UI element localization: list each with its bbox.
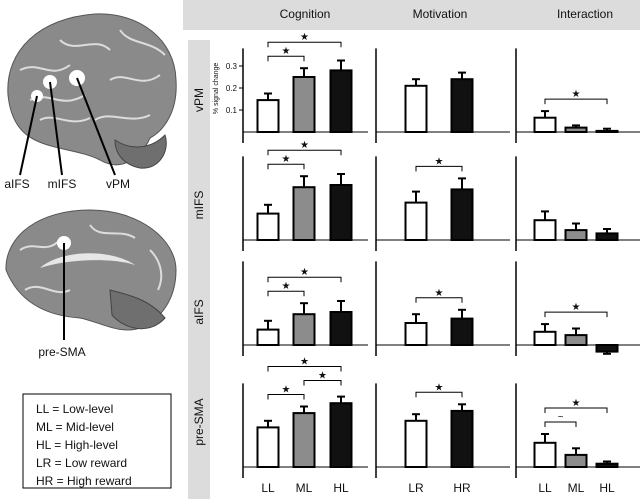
bar — [256, 328, 280, 347]
significance-label: ★ — [300, 267, 309, 278]
x-tick-label: ML — [568, 481, 585, 495]
bar — [595, 129, 619, 133]
significance-label: ★ — [300, 140, 309, 151]
x-tick-label: HR — [453, 481, 471, 495]
significance-label: ★ — [300, 32, 309, 43]
significance-bracket — [267, 149, 342, 156]
bar — [404, 201, 428, 242]
bar — [329, 311, 353, 346]
x-tick-label: ML — [296, 481, 313, 495]
legend-entry: ML = Mid-level — [36, 420, 114, 434]
bar — [450, 317, 474, 347]
significance-label: ~ — [558, 412, 564, 423]
significance-bracket — [267, 55, 305, 62]
y-tick-label: 0.3 — [226, 62, 238, 71]
significance-label: ★ — [435, 288, 444, 299]
legend-box — [22, 393, 172, 489]
header-strip — [183, 0, 640, 30]
significance-bracket — [544, 311, 608, 318]
bar — [292, 186, 316, 241]
brain-label: mIFS — [48, 177, 77, 191]
significance-label: ★ — [572, 398, 581, 409]
significance-bracket — [415, 297, 463, 303]
bar — [533, 219, 557, 241]
column-title: Motivation — [413, 7, 468, 21]
x-tick-label: HL — [333, 481, 349, 495]
brain-lateral — [7, 13, 177, 176]
brain-medial — [5, 209, 177, 340]
bar — [564, 126, 588, 133]
significance-bracket — [267, 366, 342, 372]
significance-bracket — [544, 421, 577, 427]
significance-label: ★ — [282, 154, 291, 165]
x-tick-label: LR — [408, 481, 424, 495]
x-tick-label: LL — [261, 481, 275, 495]
bar — [292, 412, 316, 469]
bar — [533, 330, 557, 346]
row-label: vPM — [192, 88, 206, 112]
x-tick-label: LL — [538, 481, 552, 495]
significance-label: ★ — [318, 371, 327, 382]
significance-bracket — [415, 165, 463, 172]
y-tick-label: 0.2 — [226, 84, 238, 93]
bar — [404, 419, 428, 468]
significance-bracket — [267, 276, 342, 283]
bar — [329, 184, 353, 241]
significance-bracket — [544, 407, 608, 413]
x-tick-label: HL — [599, 481, 615, 495]
row-strip — [188, 40, 210, 499]
bar — [256, 212, 280, 242]
brain-label: aIFS — [4, 177, 29, 191]
bar — [256, 426, 280, 468]
bar — [564, 334, 588, 347]
bar — [329, 69, 353, 133]
significance-bracket — [267, 41, 342, 48]
bar — [595, 462, 619, 469]
bar — [256, 99, 280, 133]
bar — [450, 78, 474, 133]
brain-label: vPM — [106, 177, 130, 191]
significance-label: ★ — [572, 89, 581, 100]
legend-entry: HR = High reward — [36, 474, 132, 488]
bar — [404, 322, 428, 346]
row-label: aIFS — [192, 299, 206, 324]
brain-label: pre-SMA — [38, 345, 85, 359]
y-tick-label: 0.1 — [226, 106, 238, 115]
significance-label: ★ — [282, 46, 291, 57]
bar — [564, 453, 588, 468]
significance-label: ★ — [435, 382, 444, 393]
bar — [564, 229, 588, 242]
significance-bracket — [303, 380, 342, 386]
significance-bracket — [544, 98, 608, 105]
legend-entry: HL = High-level — [36, 438, 118, 452]
bar — [292, 313, 316, 347]
bar — [292, 76, 316, 133]
bar — [533, 441, 557, 468]
row-label: pre-SMA — [192, 398, 206, 445]
significance-bracket — [267, 163, 305, 170]
significance-label: ★ — [572, 302, 581, 313]
significance-label: ★ — [300, 357, 309, 368]
bar — [450, 409, 474, 468]
y-axis-label: % signal change — [213, 63, 220, 114]
bar — [404, 84, 428, 134]
significance-bracket — [267, 394, 305, 400]
row-label: mIFS — [192, 191, 206, 220]
significance-label: ★ — [282, 385, 291, 396]
bar — [533, 116, 557, 133]
bar — [450, 188, 474, 241]
significance-bracket — [415, 391, 463, 398]
bar — [329, 402, 353, 469]
significance-label: ★ — [282, 281, 291, 292]
column-title: Cognition — [280, 7, 331, 21]
bar — [595, 344, 619, 353]
significance-bracket — [267, 290, 305, 297]
legend-entry: LL = Low-level — [36, 402, 113, 416]
significance-label: ★ — [435, 156, 444, 167]
legend-entry: LR = Low reward — [36, 456, 127, 470]
bar — [595, 232, 619, 241]
column-title: Interaction — [557, 7, 613, 21]
